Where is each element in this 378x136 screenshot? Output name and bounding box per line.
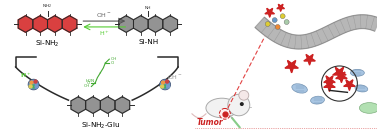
Text: H$^+$: H$^+$ <box>20 71 31 80</box>
Ellipse shape <box>359 103 378 113</box>
Ellipse shape <box>355 85 368 92</box>
Ellipse shape <box>311 96 324 104</box>
Circle shape <box>29 85 32 88</box>
Circle shape <box>162 81 164 84</box>
Circle shape <box>164 85 167 88</box>
Polygon shape <box>119 16 133 32</box>
Ellipse shape <box>350 69 364 76</box>
Text: Si-NH$_2$-Glu: Si-NH$_2$-Glu <box>81 121 120 131</box>
Text: Tumor: Tumor <box>197 118 223 127</box>
Ellipse shape <box>292 84 307 93</box>
Circle shape <box>34 80 37 83</box>
Polygon shape <box>100 97 115 113</box>
Circle shape <box>219 108 230 119</box>
Circle shape <box>228 94 250 116</box>
Text: H$_2$N: H$_2$N <box>85 77 95 85</box>
Text: NH: NH <box>145 6 152 10</box>
Circle shape <box>240 103 243 105</box>
Polygon shape <box>344 80 355 90</box>
Circle shape <box>280 14 285 19</box>
Polygon shape <box>18 16 33 32</box>
Polygon shape <box>333 67 346 80</box>
Polygon shape <box>265 8 274 17</box>
Circle shape <box>265 22 270 26</box>
Circle shape <box>32 85 35 88</box>
Circle shape <box>28 79 39 90</box>
Polygon shape <box>115 97 130 113</box>
Polygon shape <box>324 76 335 86</box>
Polygon shape <box>336 72 347 83</box>
Polygon shape <box>324 81 335 91</box>
Circle shape <box>239 90 249 100</box>
Text: OH: OH <box>110 57 116 61</box>
Polygon shape <box>285 61 298 73</box>
Ellipse shape <box>206 98 238 118</box>
Text: O: O <box>110 61 113 65</box>
Circle shape <box>284 20 289 24</box>
Polygon shape <box>86 97 100 113</box>
Circle shape <box>272 18 277 23</box>
Polygon shape <box>33 16 48 32</box>
Polygon shape <box>304 54 315 65</box>
Circle shape <box>167 85 170 88</box>
Polygon shape <box>133 16 148 32</box>
Text: OH$^-$: OH$^-$ <box>96 11 112 19</box>
Circle shape <box>30 81 33 84</box>
Text: NH$_2$: NH$_2$ <box>42 2 53 10</box>
Circle shape <box>35 85 38 88</box>
Polygon shape <box>277 4 285 11</box>
Text: H$^+$: H$^+$ <box>99 29 110 38</box>
Text: Si-NH: Si-NH <box>138 39 158 45</box>
Polygon shape <box>255 15 378 49</box>
Text: O: O <box>87 81 90 85</box>
Polygon shape <box>148 16 163 32</box>
Circle shape <box>166 80 169 83</box>
Polygon shape <box>163 16 178 32</box>
Circle shape <box>161 85 164 88</box>
Text: OH$^-$: OH$^-$ <box>167 73 183 81</box>
Circle shape <box>275 24 280 29</box>
Circle shape <box>160 79 170 90</box>
Polygon shape <box>48 16 62 32</box>
Polygon shape <box>71 97 86 113</box>
Polygon shape <box>62 16 77 32</box>
Text: Si-NH$_2$: Si-NH$_2$ <box>35 39 60 49</box>
Text: OH: OH <box>84 84 90 89</box>
